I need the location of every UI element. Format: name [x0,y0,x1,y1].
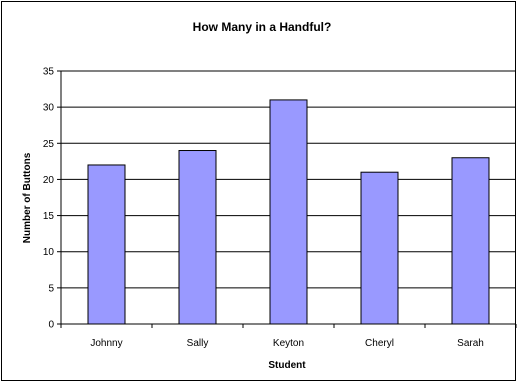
bar-cheryl [360,171,399,325]
y-tick-labels: 0 5 10 15 20 25 30 35 [43,67,55,331]
y-tick-label: 20 [43,175,55,186]
bar-johnny [87,164,126,325]
y-axis-title: Number of Buttons [22,152,33,243]
bars [87,99,490,325]
bar-sarah [451,157,490,325]
y-tick-label: 5 [48,283,54,294]
y-tick-label: 0 [48,320,54,331]
bar-sally [178,150,217,325]
x-tick-label: Keyton [273,338,304,349]
y-tick-label: 25 [43,139,55,150]
axes [57,70,517,328]
y-tick-label: 35 [43,67,55,78]
x-axis-title: Student [268,360,306,371]
y-tick-label: 10 [43,247,55,258]
x-tick-label: Cheryl [365,338,394,349]
bar-keyton [269,99,308,325]
x-tick-labels: Johnny Sally Keyton Cheryl Sarah [90,338,483,349]
chart-title: How Many in a Handful? [193,20,332,34]
y-tick-label: 30 [43,103,55,114]
x-tick-label: Sarah [457,338,484,349]
x-tick-label: Johnny [90,338,122,349]
y-tick-label: 15 [43,211,55,222]
x-tick-label: Sally [187,338,209,349]
